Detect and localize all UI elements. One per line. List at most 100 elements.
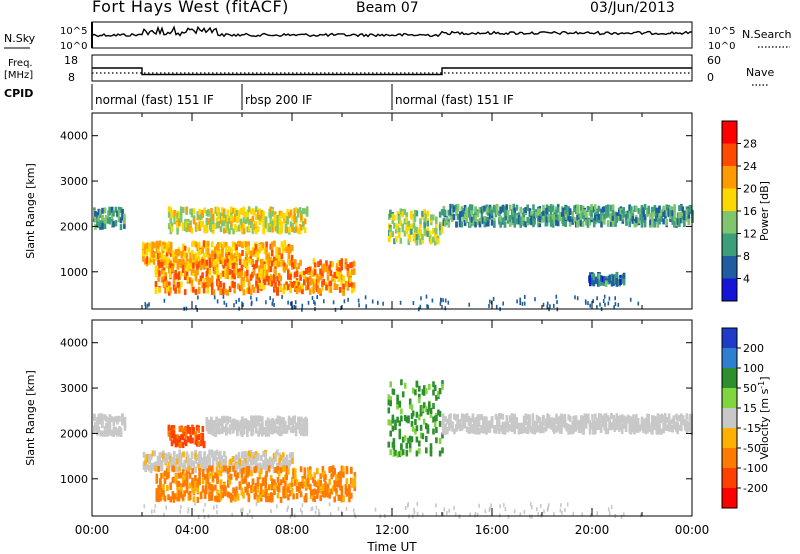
heatmap-cell: [488, 213, 492, 220]
heatmap-cell: [317, 276, 320, 283]
heatmap-cell: [510, 214, 514, 221]
heatmap-cell: [97, 413, 101, 420]
heatmap-cell: [512, 203, 515, 210]
heatmap-cell: [279, 479, 283, 486]
heatmap-cell: [344, 258, 348, 265]
heatmap-cell: [233, 419, 236, 426]
heatmap-cell: [337, 494, 341, 501]
heatmap-cell: [410, 228, 413, 235]
heatmap-cell: [258, 268, 261, 275]
heatmap-cell: [112, 221, 115, 228]
heatmap-cell: [242, 217, 246, 223]
heatmap-cell: [622, 276, 626, 283]
heatmap-cell: [299, 259, 302, 266]
heatmap-cell: [103, 207, 107, 214]
heatmap-cell: [556, 220, 560, 227]
heatmap-cell: [615, 216, 618, 223]
heatmap-cell: [639, 214, 642, 221]
heatmap-cell: [106, 430, 110, 437]
heatmap-cell: [211, 250, 215, 257]
heatmap-cell: [215, 210, 219, 217]
heatmap-cell: [415, 239, 419, 246]
heatmap-cell: [164, 457, 167, 464]
heatmap-cell: [340, 306, 342, 310]
heatmap-cell: [107, 213, 110, 220]
heatmap-cell: [170, 426, 174, 433]
heatmap-cell: [257, 454, 260, 461]
heatmap-cell: [477, 427, 481, 434]
heatmap-cell: [156, 455, 160, 462]
heatmap-cell: [653, 416, 656, 422]
heatmap-cell: [108, 417, 112, 424]
heatmap-cell: [317, 261, 320, 268]
heatmap-cell: [536, 507, 538, 512]
heatmap-cell: [228, 465, 232, 472]
heatmap-cell: [647, 208, 651, 215]
heatmap-cell: [228, 478, 232, 485]
heatmap-cell: [594, 424, 597, 431]
heatmap-cell: [580, 417, 583, 424]
heatmap-cell: [352, 508, 355, 513]
heatmap-cell: [447, 221, 451, 228]
heatmap-cell: [447, 209, 451, 216]
heatmap-cell: [283, 240, 287, 247]
heatmap-cell: [290, 476, 294, 483]
heatmap-cell: [329, 280, 333, 287]
heatmap-cell: [182, 243, 185, 250]
heatmap-cell: [298, 418, 302, 425]
heatmap-cell: [181, 428, 185, 435]
heatmap-cell: [483, 205, 487, 212]
heatmap-cell: [465, 207, 468, 214]
heatmap-cell: [314, 301, 316, 306]
heatmap-cell: [404, 506, 407, 510]
heatmap-cell: [392, 438, 396, 445]
heatmap-cell: [324, 491, 327, 498]
heatmap-cell: [418, 397, 421, 404]
heatmap-cell: [644, 428, 648, 435]
heatmap-cell: [476, 211, 480, 218]
heatmap-cell: [201, 478, 205, 484]
heatmap-cell: [214, 253, 217, 260]
heatmap-cell: [389, 381, 392, 388]
heatmap-cell: [252, 458, 256, 465]
heatmap-cell: [242, 228, 246, 235]
heatmap-cell: [612, 280, 615, 287]
heatmap-cell: [275, 246, 278, 253]
y-tick-label: 4000: [60, 337, 88, 350]
heatmap-cell: [230, 256, 233, 263]
heatmap-cell: [217, 279, 220, 286]
heatmap-cell: [407, 225, 411, 232]
heatmap-cell: [172, 493, 176, 500]
heatmap-cell: [324, 487, 327, 494]
heatmap-cell: [237, 283, 240, 290]
heatmap-cell: [163, 470, 167, 477]
heatmap-cell: [410, 213, 413, 220]
power-colorbar-label: Power [dB]: [758, 181, 771, 241]
heatmap-cell: [222, 286, 226, 293]
heatmap-cell: [453, 428, 456, 435]
heatmap-cell: [651, 215, 654, 222]
heatmap-cell: [203, 457, 206, 463]
heatmap-cell: [265, 300, 267, 305]
heatmap-cell: [510, 413, 514, 420]
colorbar-tick-label: 28: [743, 138, 757, 151]
heatmap-cell: [219, 258, 223, 264]
heatmap-cell: [208, 280, 212, 287]
heatmap-cell: [519, 221, 522, 228]
heatmap-cell: [263, 248, 267, 254]
heatmap-cell: [289, 301, 292, 306]
heatmap-cell: [197, 427, 200, 434]
heatmap-cell: [508, 221, 512, 227]
heatmap-cell: [169, 483, 172, 490]
heatmap-cell: [240, 228, 244, 235]
heatmap-cell: [247, 469, 251, 476]
heatmap-cell: [301, 303, 304, 308]
heatmap-cell: [210, 470, 214, 477]
heatmap-cell: [180, 251, 184, 258]
heatmap-cell: [167, 472, 170, 479]
heatmap-cell: [213, 268, 217, 275]
heatmap-cell: [590, 204, 593, 210]
heatmap-cell: [227, 491, 230, 498]
heatmap-cell: [592, 280, 596, 287]
heatmap-cell: [247, 466, 251, 473]
